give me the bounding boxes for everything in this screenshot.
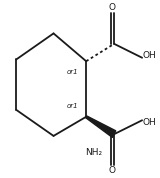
Text: or1: or1 (66, 69, 78, 75)
Text: O: O (109, 3, 116, 12)
Text: O: O (109, 166, 116, 175)
Text: NH₂: NH₂ (85, 148, 103, 157)
Text: OH: OH (143, 118, 157, 127)
Text: or1: or1 (66, 103, 78, 109)
Text: OH: OH (143, 51, 157, 60)
Polygon shape (86, 116, 116, 137)
